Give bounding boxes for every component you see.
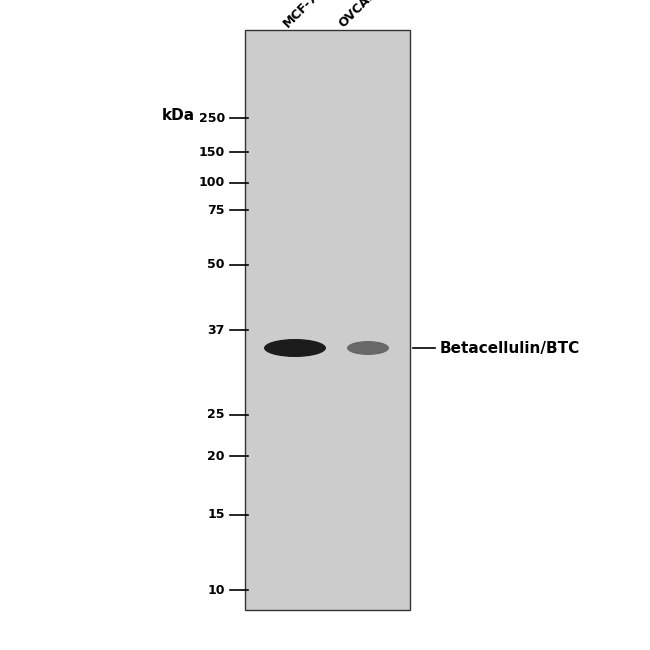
Text: 150: 150 [199,146,225,159]
Text: 50: 50 [207,259,225,272]
Text: OVCAR-3: OVCAR-3 [336,0,389,30]
Text: 20: 20 [207,450,225,463]
Text: 10: 10 [207,584,225,597]
Text: 15: 15 [207,508,225,521]
Text: kDa: kDa [162,107,195,122]
Text: MCF-7: MCF-7 [281,0,320,30]
Text: 250: 250 [199,112,225,125]
Text: 75: 75 [207,203,225,216]
Ellipse shape [347,341,389,355]
Text: 100: 100 [199,177,225,190]
Ellipse shape [264,339,326,357]
Text: 37: 37 [207,324,225,337]
Text: Betacellulin/BTC: Betacellulin/BTC [440,341,580,356]
Bar [245,30,410,610]
Text: 25: 25 [207,408,225,421]
